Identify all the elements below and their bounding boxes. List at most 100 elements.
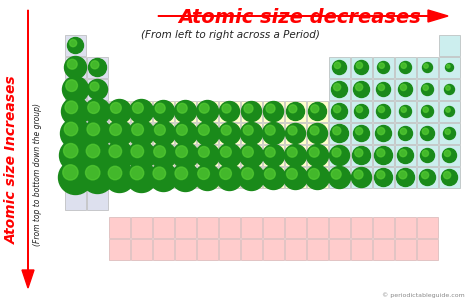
Circle shape bbox=[401, 107, 406, 112]
Bar bbox=[417, 239, 438, 260]
Circle shape bbox=[334, 84, 341, 91]
Bar bbox=[285, 145, 306, 166]
Bar bbox=[263, 101, 284, 122]
Bar bbox=[373, 217, 394, 238]
Circle shape bbox=[90, 82, 99, 91]
Circle shape bbox=[374, 147, 392, 164]
Bar bbox=[219, 123, 240, 144]
Circle shape bbox=[243, 125, 253, 135]
Bar bbox=[131, 167, 152, 188]
Bar bbox=[395, 57, 416, 78]
Circle shape bbox=[110, 124, 121, 136]
Circle shape bbox=[444, 171, 451, 179]
Circle shape bbox=[243, 147, 253, 157]
Circle shape bbox=[334, 62, 340, 68]
Bar bbox=[241, 167, 262, 188]
Bar bbox=[417, 57, 438, 78]
Circle shape bbox=[331, 81, 347, 98]
Bar bbox=[263, 123, 284, 144]
Circle shape bbox=[423, 107, 428, 112]
Circle shape bbox=[332, 60, 346, 74]
Circle shape bbox=[104, 163, 135, 192]
Bar bbox=[417, 145, 438, 166]
Circle shape bbox=[128, 120, 155, 147]
Circle shape bbox=[375, 126, 392, 141]
Bar bbox=[329, 145, 350, 166]
Circle shape bbox=[331, 169, 341, 179]
Circle shape bbox=[356, 84, 363, 91]
Circle shape bbox=[153, 101, 174, 123]
Bar bbox=[197, 239, 218, 260]
Bar bbox=[373, 79, 394, 100]
Circle shape bbox=[420, 148, 435, 163]
Bar bbox=[153, 217, 174, 238]
Bar bbox=[307, 101, 328, 122]
Circle shape bbox=[222, 104, 231, 113]
Circle shape bbox=[110, 102, 121, 113]
Bar bbox=[373, 101, 394, 122]
Circle shape bbox=[241, 102, 262, 122]
Circle shape bbox=[88, 102, 100, 113]
Circle shape bbox=[67, 37, 83, 54]
Circle shape bbox=[264, 168, 275, 179]
Bar bbox=[197, 123, 218, 144]
Bar bbox=[109, 101, 130, 122]
Circle shape bbox=[422, 63, 432, 72]
Circle shape bbox=[422, 128, 428, 135]
Bar bbox=[395, 145, 416, 166]
Circle shape bbox=[420, 126, 435, 140]
Bar bbox=[153, 167, 174, 188]
Bar bbox=[109, 239, 130, 260]
Bar bbox=[197, 145, 218, 166]
Bar bbox=[175, 167, 196, 188]
Circle shape bbox=[328, 167, 350, 188]
Bar bbox=[65, 123, 86, 144]
Circle shape bbox=[195, 143, 219, 168]
Bar bbox=[395, 123, 416, 144]
Circle shape bbox=[58, 161, 92, 195]
Bar bbox=[87, 101, 108, 122]
Bar bbox=[131, 239, 152, 260]
Bar bbox=[263, 145, 284, 166]
Bar bbox=[373, 123, 394, 144]
Circle shape bbox=[220, 147, 231, 157]
Circle shape bbox=[177, 103, 187, 113]
Text: Atomic size decreases: Atomic size decreases bbox=[179, 8, 421, 27]
Bar bbox=[307, 123, 328, 144]
Circle shape bbox=[396, 168, 414, 186]
Bar bbox=[87, 167, 108, 188]
Circle shape bbox=[377, 149, 385, 157]
Bar bbox=[153, 123, 174, 144]
Circle shape bbox=[398, 147, 413, 164]
Bar bbox=[219, 167, 240, 188]
Bar bbox=[395, 217, 416, 238]
Circle shape bbox=[400, 150, 407, 157]
Circle shape bbox=[446, 108, 450, 112]
Bar bbox=[351, 79, 372, 100]
Circle shape bbox=[66, 80, 77, 92]
Circle shape bbox=[221, 125, 231, 135]
Bar bbox=[351, 101, 372, 122]
Circle shape bbox=[82, 161, 113, 194]
Bar bbox=[87, 189, 108, 210]
Circle shape bbox=[285, 123, 306, 143]
Circle shape bbox=[154, 146, 165, 157]
Circle shape bbox=[355, 149, 363, 157]
Circle shape bbox=[176, 146, 187, 157]
Bar bbox=[65, 167, 86, 188]
Circle shape bbox=[446, 86, 450, 90]
Bar bbox=[439, 123, 460, 144]
Bar bbox=[417, 217, 438, 238]
Bar bbox=[395, 101, 416, 122]
Circle shape bbox=[265, 147, 275, 157]
Bar bbox=[241, 101, 262, 122]
Circle shape bbox=[356, 127, 363, 135]
Circle shape bbox=[127, 163, 156, 192]
Circle shape bbox=[63, 165, 78, 180]
Bar bbox=[307, 167, 328, 188]
Bar bbox=[351, 57, 372, 78]
Circle shape bbox=[174, 101, 197, 123]
Bar bbox=[329, 239, 350, 260]
Bar bbox=[197, 217, 218, 238]
Circle shape bbox=[378, 84, 384, 91]
